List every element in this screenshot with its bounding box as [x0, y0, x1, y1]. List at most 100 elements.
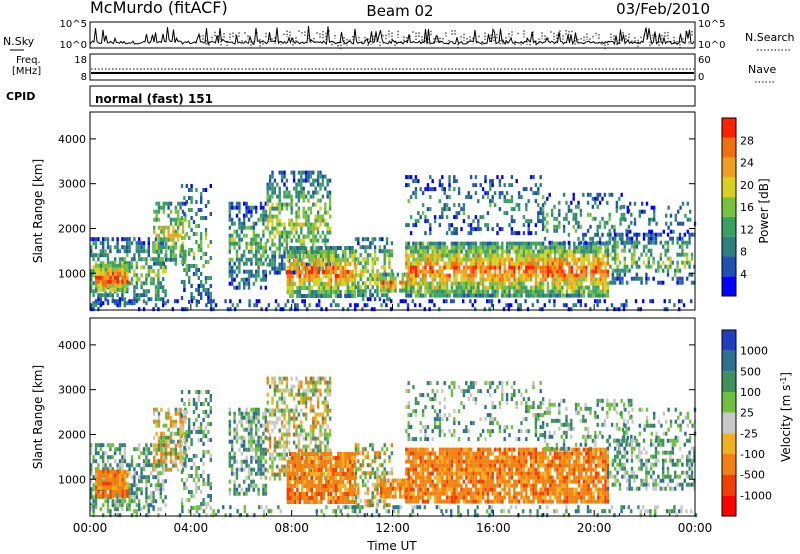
velocity-cell	[107, 485, 110, 490]
power-cell	[301, 266, 304, 270]
power-cell	[280, 230, 284, 235]
velocity-cell	[312, 388, 315, 393]
power-cell	[231, 233, 234, 238]
velocity-cell	[304, 416, 308, 421]
velocity-cell	[300, 420, 303, 425]
noise-right-label: N.Search	[745, 31, 795, 44]
power-cell	[320, 294, 323, 298]
power-cell	[296, 303, 299, 308]
power-cell	[312, 230, 315, 235]
power-cell	[472, 277, 475, 282]
power-cell	[577, 289, 581, 294]
power-cell	[403, 280, 407, 285]
velocity-cell	[264, 451, 267, 456]
power-cell	[273, 266, 277, 271]
power-cell	[678, 299, 681, 304]
power-cell	[505, 199, 509, 204]
velocity-cell	[180, 478, 184, 482]
velocity-cell	[188, 426, 191, 430]
velocity-cell	[160, 407, 163, 412]
power-cell	[172, 217, 175, 222]
power-cell	[616, 256, 619, 261]
velocity-cell	[160, 443, 163, 448]
velocity-cell	[97, 481, 100, 486]
power-cell	[228, 225, 231, 230]
power-cell	[614, 276, 617, 281]
velocity-cell	[185, 430, 188, 434]
power-cell	[329, 294, 333, 298]
power-cell	[252, 253, 255, 258]
velocity-cell	[326, 400, 329, 405]
power-cell	[572, 224, 575, 229]
power-cell	[638, 213, 641, 218]
power-cell	[493, 265, 497, 270]
power-cell	[689, 209, 692, 214]
velocity-cell	[247, 423, 251, 428]
power-cell	[315, 258, 318, 262]
velocity-cell	[324, 436, 327, 441]
velocity-cell	[250, 415, 253, 420]
power-cell	[517, 203, 521, 208]
power-cell	[515, 249, 518, 254]
power-cell	[522, 187, 526, 192]
power-cell	[283, 238, 286, 243]
power-cell	[314, 178, 317, 183]
power-cell	[565, 277, 569, 282]
velocity-cell	[268, 456, 272, 461]
power-cell	[235, 229, 239, 234]
power-cell	[574, 204, 578, 209]
power-cell	[405, 261, 408, 266]
power-cell	[92, 281, 95, 286]
velocity-cell	[135, 495, 138, 500]
power-cell	[334, 250, 337, 254]
power-cell	[510, 257, 514, 262]
velocity-cell	[121, 499, 124, 504]
power-cell	[443, 281, 446, 286]
velocity-cell	[278, 408, 281, 413]
power-cell	[303, 282, 306, 286]
power-cell	[267, 303, 270, 308]
velocity-cell	[123, 499, 126, 504]
power-cell	[622, 204, 626, 209]
power-cell	[195, 299, 198, 304]
velocity-cell	[314, 444, 317, 449]
velocity-cell	[273, 412, 277, 417]
velocity-cell	[133, 479, 136, 484]
power-cell	[431, 281, 434, 286]
power-cell	[491, 199, 494, 204]
velocity-cell	[297, 448, 301, 453]
velocity-cell	[283, 452, 286, 457]
velocity-cell	[316, 388, 320, 393]
power-cell	[489, 265, 492, 270]
velocity-cell	[252, 487, 255, 492]
power-cell	[332, 262, 335, 266]
power-cell	[109, 267, 112, 272]
freq-panel-frame	[89, 53, 696, 81]
power-cell	[140, 241, 143, 246]
power-cell	[243, 233, 246, 238]
velocity-cell	[147, 495, 150, 500]
power-cell	[179, 245, 182, 250]
velocity-cell	[240, 411, 243, 416]
power-cell	[544, 277, 547, 282]
power-cell	[453, 253, 456, 258]
power-cell	[301, 299, 304, 304]
velocity-cell	[102, 467, 105, 472]
power-cell	[301, 258, 304, 262]
power-cell	[563, 281, 566, 286]
power-cell	[621, 240, 624, 245]
power-cell	[421, 281, 425, 286]
power-cell	[172, 225, 175, 230]
power-cell	[414, 265, 418, 270]
power-cell	[558, 241, 562, 246]
power-cell	[354, 273, 358, 278]
velocity-cell	[228, 479, 231, 484]
velocity-cell	[324, 396, 327, 401]
power-cell	[373, 237, 377, 242]
power-cell	[407, 253, 410, 258]
power-cell	[326, 222, 329, 227]
power-cell	[474, 245, 478, 250]
power-cell	[445, 231, 449, 236]
power-cell	[243, 221, 246, 226]
power-cell	[285, 246, 289, 251]
